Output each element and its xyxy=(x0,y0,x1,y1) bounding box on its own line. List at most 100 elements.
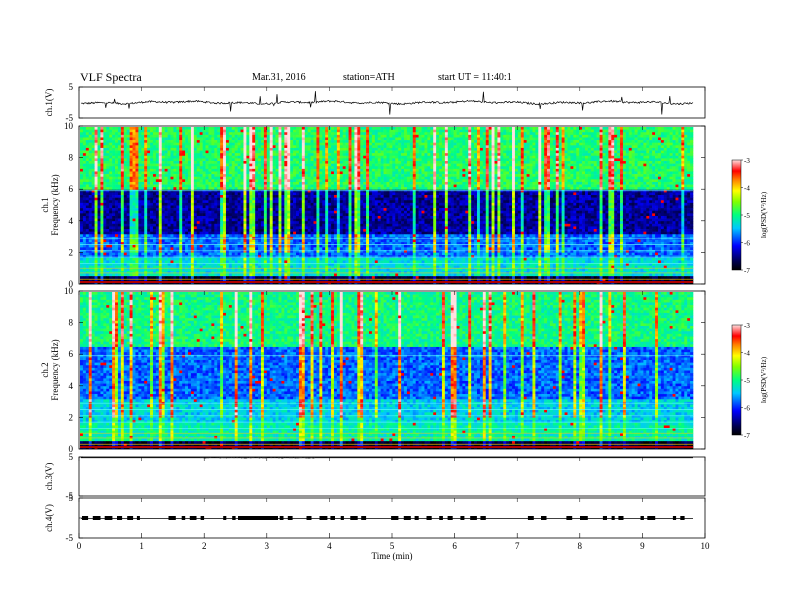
spectrogram-cell xyxy=(260,155,265,159)
spectrogram-cell xyxy=(634,129,638,133)
spectrogram-cell xyxy=(301,176,306,180)
spectrogram-cell xyxy=(605,163,609,167)
spectrogram-cell xyxy=(199,137,203,141)
spectrogram-cell xyxy=(672,127,676,130)
spectrogram-cell xyxy=(663,174,668,178)
spectrogram-cell xyxy=(675,137,679,141)
spectrogram-cell xyxy=(106,176,110,180)
spectrogram-cell xyxy=(634,150,638,154)
spectrogram-cell xyxy=(150,150,154,154)
spectrogram-cell xyxy=(91,161,95,164)
spectrogram-cell xyxy=(476,155,481,159)
spectrogram-cell xyxy=(529,155,533,159)
spectrogram-cell xyxy=(628,153,632,157)
spectrogram-cell xyxy=(284,147,288,151)
spectrogram-cell xyxy=(395,181,399,185)
spectrogram-cell xyxy=(152,140,157,143)
spectrogram-cell xyxy=(293,184,297,188)
spectrogram-cell xyxy=(485,145,489,149)
spectrogram-cell xyxy=(655,137,659,141)
spectrogram-cell xyxy=(185,179,189,183)
spectrogram-cell xyxy=(389,166,393,170)
spectrogram-cell xyxy=(360,174,364,178)
spectrogram-cell xyxy=(263,161,268,164)
spectrogram-cell xyxy=(310,142,314,146)
spectrogram-cell xyxy=(228,158,233,162)
spectrogram-cell xyxy=(176,174,180,178)
spectrogram-cell xyxy=(80,163,84,167)
spectrogram-cell xyxy=(433,137,437,141)
spectrogram-cell xyxy=(161,142,165,146)
spectrogram-cell xyxy=(585,168,589,172)
spectrogram-cell xyxy=(258,137,262,141)
spectrogram-cell xyxy=(547,147,551,151)
spectrogram-cell xyxy=(348,161,352,164)
spectrogram-cell xyxy=(82,158,87,162)
spectrogram-cell xyxy=(415,153,419,157)
spectrogram-cell xyxy=(196,187,200,191)
spectrogram-cell xyxy=(301,181,306,185)
spectrogram-cell xyxy=(479,161,484,164)
spectrogram-cell xyxy=(611,163,615,167)
spectrogram-cell xyxy=(211,176,215,180)
spectrogram-cell xyxy=(155,181,160,185)
spectrogram-cell xyxy=(345,171,349,175)
spectrogram-cell xyxy=(395,168,399,172)
spectrogram-cell xyxy=(409,181,414,185)
spectrogram-cell xyxy=(316,163,320,167)
spectrogram-cell xyxy=(278,150,282,154)
spectrogram-cell xyxy=(564,158,568,162)
spectrogram-cell xyxy=(301,129,306,133)
spectrogram-cell xyxy=(316,155,320,159)
spectrogram-cell xyxy=(188,179,192,183)
spectrogram-cell xyxy=(82,137,87,141)
spectrogram-cell xyxy=(512,132,516,136)
spectrogram-cell xyxy=(684,145,688,149)
spectrogram-cell xyxy=(97,161,101,164)
spectrogram-cell xyxy=(415,171,419,175)
spectrogram-cell xyxy=(123,171,128,175)
spectrogram-cell xyxy=(538,155,542,159)
spectrogram-cell xyxy=(85,163,90,167)
spectrogram-cell xyxy=(585,174,589,178)
spectrogram-cell xyxy=(392,181,396,185)
spectrogram-cell xyxy=(217,137,221,141)
spectrogram-cell xyxy=(269,171,273,175)
spectrogram-cell xyxy=(272,179,276,183)
spectrogram-cell xyxy=(307,163,311,167)
spectrogram-cell xyxy=(456,184,460,188)
spectrogram-cell xyxy=(266,137,271,141)
spectrogram-cell xyxy=(620,174,624,178)
spectrogram-cell xyxy=(275,132,279,136)
spectrogram-cell xyxy=(663,176,668,180)
spectrogram-cell xyxy=(453,161,457,164)
spectrogram-cell xyxy=(655,171,659,175)
spectrogram-cell xyxy=(342,166,346,170)
spectrogram-cell xyxy=(377,174,381,178)
spectrogram-cell xyxy=(196,158,200,162)
spectrogram-cell xyxy=(328,147,332,151)
spectrogram-cell xyxy=(523,166,527,170)
spectrogram-cell xyxy=(100,142,104,146)
spectrogram-cell xyxy=(129,140,133,143)
spectrogram-cell xyxy=(579,155,583,159)
spectrogram-cell xyxy=(459,140,463,143)
spectrogram-cell xyxy=(363,150,367,154)
spectrogram-cell xyxy=(255,184,259,188)
spectrogram-cell xyxy=(491,132,495,136)
spectrogram-cell xyxy=(243,140,247,143)
spectrogram-cell xyxy=(479,184,484,188)
spectrogram-cell xyxy=(590,153,595,157)
spectrogram-cell xyxy=(684,161,688,164)
spectrogram-cell xyxy=(389,129,393,133)
y-tick-label: 5 xyxy=(69,82,74,92)
spectrogram-cell xyxy=(366,137,370,141)
spectrogram-cell xyxy=(573,176,577,180)
spectrogram-cell xyxy=(657,174,662,178)
spectrogram-cell xyxy=(482,142,487,146)
spectrogram-cell xyxy=(649,168,653,172)
spectrogram-cell xyxy=(476,176,481,180)
spectrogram-cell xyxy=(409,132,414,136)
spectrogram-cell xyxy=(663,132,668,136)
spectrogram-cell xyxy=(541,163,545,167)
